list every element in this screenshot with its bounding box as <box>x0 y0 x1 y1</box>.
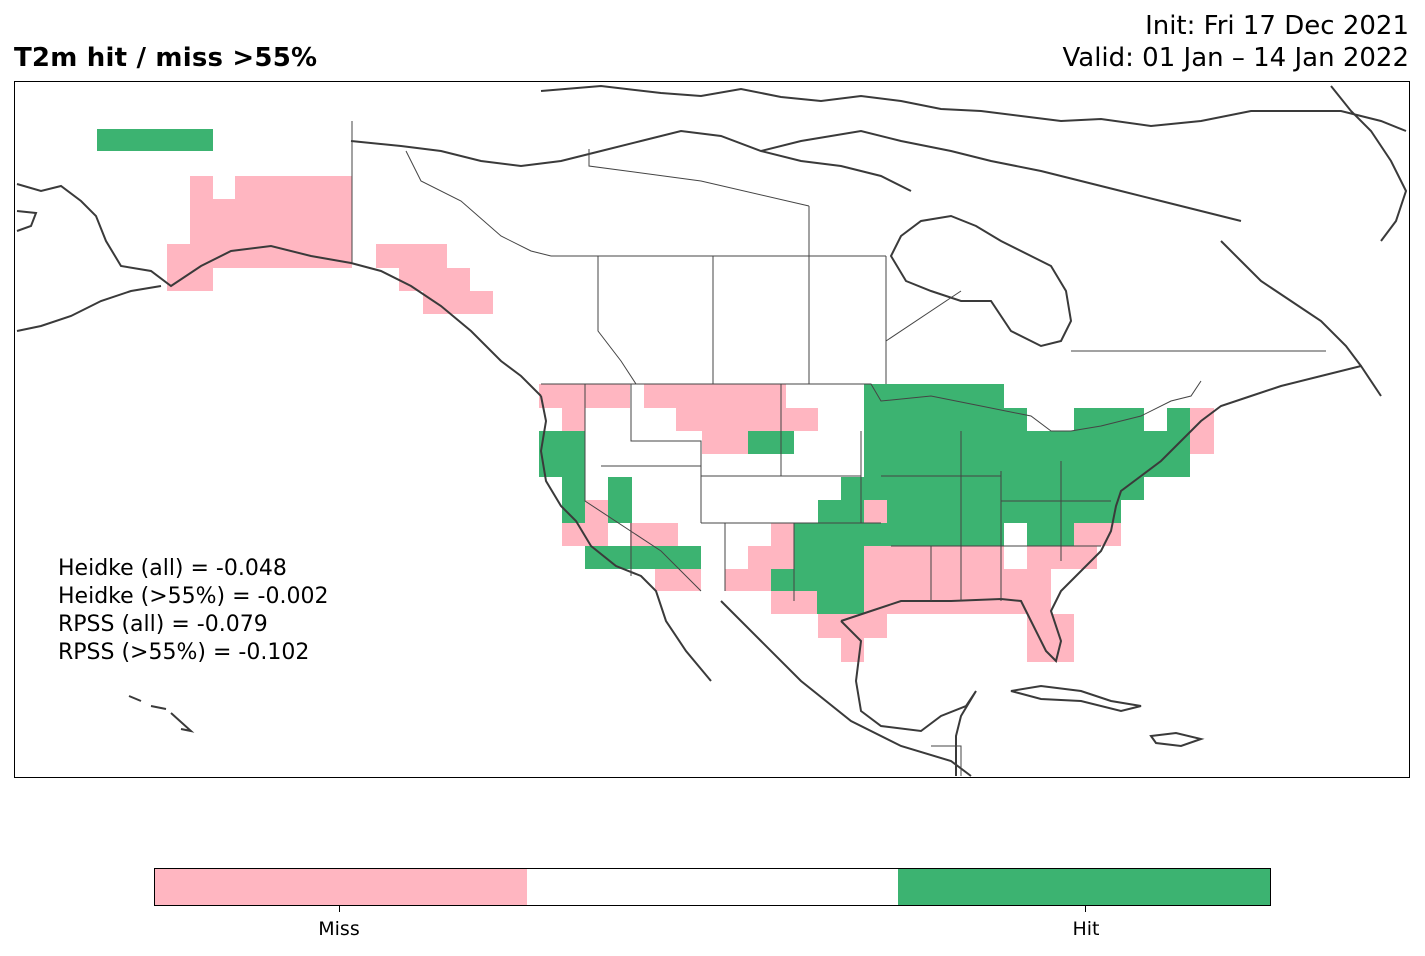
cell-miss <box>655 569 701 591</box>
cell-hit <box>97 129 213 151</box>
colorbar <box>154 868 1271 906</box>
map-title: T2m hit / miss >55% <box>14 43 318 73</box>
rpss-all: RPSS (all) = -0.079 <box>58 612 268 637</box>
cell-miss <box>818 523 1121 662</box>
cell-hit <box>539 431 585 523</box>
coastlines <box>16 84 1408 777</box>
colorbar-label-miss: Miss <box>318 918 360 940</box>
cell-hit <box>608 477 632 523</box>
cell-miss <box>376 244 493 314</box>
cell-miss <box>644 384 786 431</box>
cell-miss <box>655 523 678 546</box>
cell-miss <box>702 431 748 454</box>
cell-miss <box>864 500 887 523</box>
init-date: Init: Fri 17 Dec 2021 <box>1145 11 1409 41</box>
forecast-dates: Init: Fri 17 Dec 2021 Valid: 01 Jan – 14… <box>1063 10 1410 74</box>
colorbar-hit-segment <box>898 869 1271 905</box>
cell-miss <box>725 523 794 591</box>
cell-hit <box>748 431 794 454</box>
valid-date: Valid: 01 Jan – 14 Jan 2022 <box>1062 43 1410 73</box>
colorbar-neutral-segment <box>526 869 899 905</box>
political-borders <box>351 121 1326 776</box>
skill-scores: Heidke (all) = -0.048 Heidke (>55%) = -0… <box>58 555 328 667</box>
north-america-map <box>16 84 1408 777</box>
heidke-55: Heidke (>55%) = -0.002 <box>58 584 329 609</box>
colorbar-label-hit: Hit <box>1072 918 1100 940</box>
colorbar-tick <box>1085 906 1086 912</box>
cell-miss <box>585 500 608 523</box>
map-panel <box>14 81 1410 778</box>
colorbar-miss-segment <box>155 869 527 905</box>
cell-miss <box>771 591 817 614</box>
cell-miss <box>167 176 352 291</box>
cell-hit <box>585 546 701 591</box>
heidke-all: Heidke (all) = -0.048 <box>58 556 287 581</box>
rpss-55: RPSS (>55%) = -0.102 <box>58 640 310 665</box>
colorbar-tick <box>339 906 340 912</box>
cell-miss <box>1190 408 1214 454</box>
cell-miss <box>786 408 818 431</box>
